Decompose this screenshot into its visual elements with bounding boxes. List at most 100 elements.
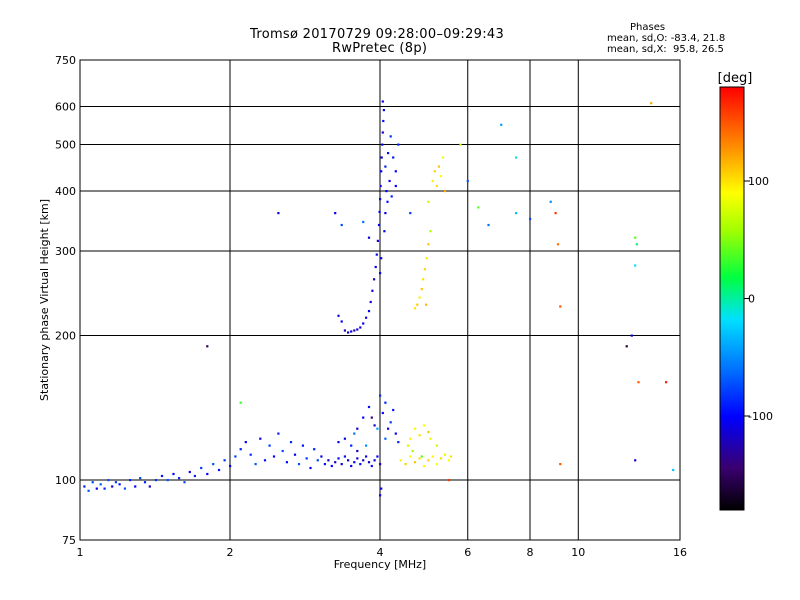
data-point <box>337 441 340 444</box>
data-point <box>374 265 377 269</box>
data-point <box>206 472 209 476</box>
data-point <box>143 481 147 484</box>
data-point <box>362 459 365 462</box>
data-point <box>423 268 426 271</box>
data-point <box>515 156 518 159</box>
data-point <box>389 135 392 138</box>
data-point <box>399 459 402 462</box>
data-point <box>95 487 98 490</box>
data-point <box>343 437 346 440</box>
data-point <box>413 461 417 464</box>
data-point <box>559 305 562 308</box>
data-point <box>427 430 430 434</box>
data-point <box>359 463 362 466</box>
data-point <box>277 432 280 435</box>
plot-frame <box>79 59 681 541</box>
data-point <box>422 424 426 427</box>
data-point <box>634 236 637 239</box>
data-point <box>337 457 340 460</box>
data-point <box>330 464 333 468</box>
data-point <box>447 459 451 462</box>
data-point <box>384 437 387 440</box>
data-point <box>425 257 428 260</box>
data-point <box>376 455 379 458</box>
data-point <box>637 381 640 384</box>
colorbar-tick-label: 0 <box>748 293 755 306</box>
data-point <box>223 459 226 462</box>
data-point <box>200 466 203 470</box>
data-point <box>254 463 257 466</box>
chart-subtitle: RwPretec (8p) <box>332 41 428 56</box>
data-point <box>334 212 337 215</box>
data-point <box>429 437 432 440</box>
data-point <box>281 449 284 453</box>
data-point <box>111 485 114 488</box>
data-point <box>305 457 308 460</box>
data-point <box>441 156 445 159</box>
y-axis-label: Stationary phase Virtual Height [km] <box>38 199 51 401</box>
data-point <box>166 479 169 482</box>
data-point <box>630 334 633 337</box>
data-point <box>477 206 480 209</box>
data-point <box>466 179 469 183</box>
grid-lines <box>80 60 680 540</box>
data-point <box>160 474 164 478</box>
data-point <box>635 243 638 246</box>
data-point <box>99 483 102 486</box>
data-point <box>409 437 412 440</box>
data-point <box>234 455 237 458</box>
data-point <box>334 461 337 464</box>
data-point <box>365 316 368 319</box>
data-point <box>431 455 434 458</box>
data-point <box>515 212 518 215</box>
x-tick-label: 6 <box>464 546 471 559</box>
data-point <box>439 457 443 460</box>
data-point <box>373 459 376 462</box>
data-point <box>172 472 175 476</box>
data-point <box>672 468 675 472</box>
data-point <box>376 239 379 242</box>
data-point <box>379 184 382 188</box>
colorbar-label: [deg] <box>718 71 753 86</box>
data-point <box>367 461 371 464</box>
chart-title: Tromsø 20170729 09:28:00–09:29:43 <box>250 27 505 42</box>
data-point <box>362 322 365 325</box>
data-point <box>382 109 385 112</box>
data-point <box>392 408 395 412</box>
data-point <box>359 326 362 329</box>
data-point <box>107 479 110 482</box>
data-point <box>289 441 293 444</box>
data-point <box>103 487 106 490</box>
data-point <box>379 394 382 397</box>
data-point <box>378 210 381 213</box>
data-point <box>394 170 397 173</box>
data-point <box>384 212 387 215</box>
data-point <box>392 156 395 159</box>
data-point <box>413 307 417 310</box>
data-point <box>418 434 421 437</box>
data-point <box>404 463 407 466</box>
x-ticks: 1 2 4 6 8 10 16 <box>77 546 688 559</box>
data-point <box>559 463 562 466</box>
y-tick-label: 75 <box>62 534 76 547</box>
data-point <box>381 143 384 146</box>
data-point <box>268 444 271 447</box>
data-point <box>370 416 373 419</box>
data-point <box>297 463 301 466</box>
data-point <box>422 464 426 468</box>
data-point <box>239 448 242 451</box>
data-point <box>388 179 391 183</box>
x-tick-label: 10 <box>571 546 585 559</box>
phases-o-line: mean, sd,O: -83.4, 21.8 <box>607 33 726 44</box>
data-point <box>413 427 417 430</box>
colorbar-tick-label: -100 <box>748 410 773 423</box>
data-point <box>420 288 423 291</box>
data-point <box>356 427 359 430</box>
data-point <box>397 143 400 146</box>
data-point <box>381 411 384 415</box>
data-point <box>313 448 316 451</box>
data-point <box>114 481 117 484</box>
data-point <box>340 463 343 466</box>
data-point <box>437 165 440 168</box>
